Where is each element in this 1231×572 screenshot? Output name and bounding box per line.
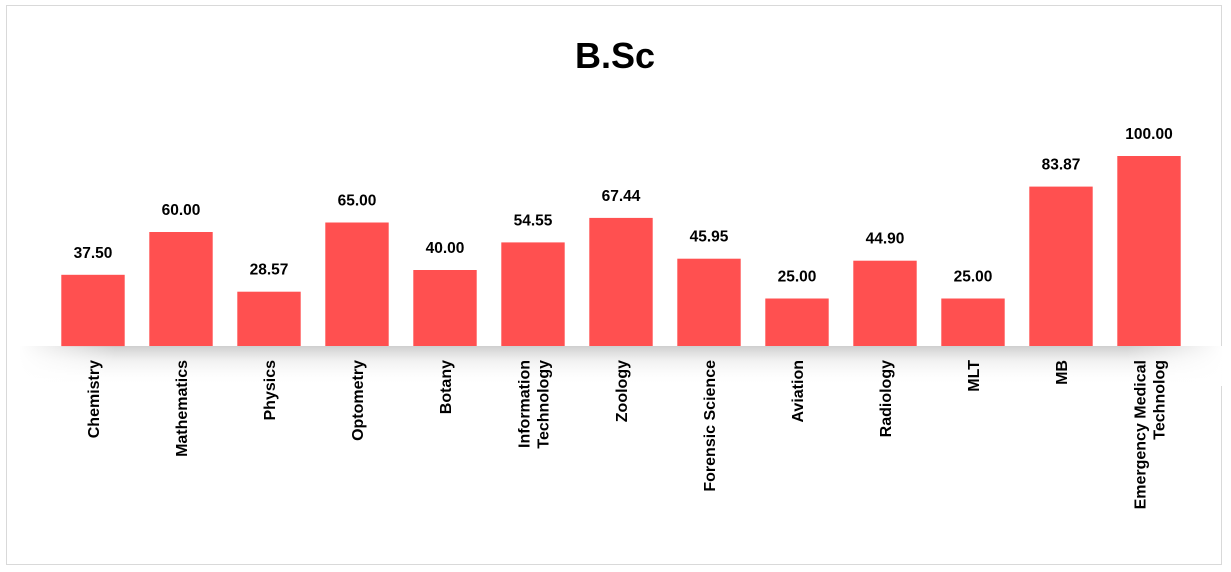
bar-chart: B.Sc 37.50 60.00 28.57 65.00 40.00 54.55 67.44… [19,35,1223,510]
x-tick-label-line: Optometry [350,360,367,441]
x-tick-label: MB [1054,360,1071,385]
x-tick-label: Forensic Science [702,360,719,492]
x-tick-labels-group: Chemistry Mathematics Physics Optometry Bota… [86,360,1169,510]
bar [765,298,829,346]
data-label: 54.55 [514,212,553,229]
bar [941,298,1005,346]
x-tick-label-line: Radiology [878,360,895,437]
data-label: 25.00 [954,269,993,286]
bar [1117,156,1181,346]
bar [501,242,565,346]
data-label: 25.00 [778,269,817,286]
x-tick-label: Botany [438,360,455,414]
data-label: 28.57 [250,262,289,279]
x-tick-label-line: Physics [262,360,279,421]
bar [677,258,741,346]
data-labels-group: 37.50 60.00 28.57 65.00 40.00 54.55 67.44 45.95… [74,126,1173,286]
data-label: 67.44 [602,188,641,205]
x-tick-label-line: Chemistry [86,360,103,438]
x-tick-label: Chemistry [86,360,103,438]
plot-floor-shadow [19,346,1223,386]
bars-group [61,156,1181,347]
x-tick-label-line: Technology [536,360,553,449]
x-tick-label: Emergency Medical Technolog [1133,360,1169,509]
bar [149,232,213,346]
bar [237,291,301,346]
data-label: 40.00 [426,240,465,257]
data-label: 100.00 [1125,126,1172,143]
bar [853,260,917,346]
x-tick-label-line: Information [517,360,534,448]
data-label: 45.95 [690,229,729,246]
x-tick-label-line: Zoology [614,360,631,422]
x-tick-label-line: Botany [438,360,455,414]
x-tick-label-line: Mathematics [174,360,191,457]
x-tick-label-line: Forensic Science [702,360,719,492]
x-tick-label: MLT [966,360,983,392]
bar [325,222,389,346]
x-tick-label: Aviation [790,360,807,423]
x-tick-label-line: Emergency Medical [1133,360,1150,509]
x-tick-label-line: Aviation [790,360,807,423]
data-label: 83.87 [1042,157,1081,174]
x-tick-label: Zoology [614,360,631,422]
x-tick-label-line: Technolog [1152,360,1169,440]
data-label: 37.50 [74,245,113,262]
x-tick-label: Mathematics [174,360,191,457]
chart-title: B.Sc [575,35,655,76]
floor-edge-fade [19,346,1223,386]
x-tick-label: Radiology [878,360,895,437]
data-label: 65.00 [338,193,377,210]
data-label: 60.00 [162,202,201,219]
bar [61,274,125,347]
x-tick-label: Physics [262,360,279,421]
x-tick-label: Information Technology [517,360,553,449]
bar [1029,186,1093,346]
bar [589,217,653,346]
x-tick-label-line: MLT [966,360,983,392]
chart-area: B.Sc 37.50 60.00 28.57 65.00 40.00 54.55 67.44… [6,5,1223,565]
x-tick-label-line: MB [1054,360,1071,385]
x-tick-label: Optometry [350,360,367,441]
bar [413,270,477,346]
data-label: 44.90 [866,231,905,248]
